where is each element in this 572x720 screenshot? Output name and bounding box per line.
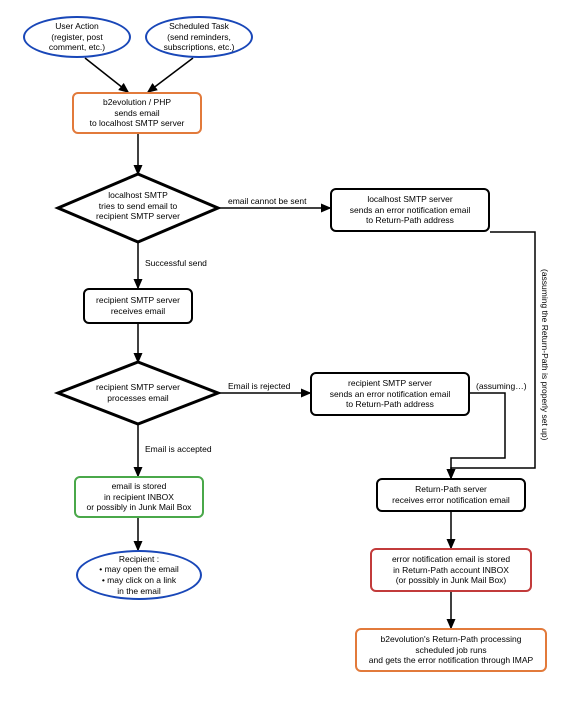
- node-text: localhost SMTP serversends an error noti…: [350, 194, 470, 226]
- node-text: error notification email is storedin Ret…: [392, 554, 510, 586]
- node-text: recipient SMTP serversends an error noti…: [330, 378, 450, 410]
- node-text: recipient SMTP serverprocesses email: [96, 382, 180, 403]
- node-text: recipient SMTP serverreceives email: [96, 295, 180, 316]
- node-text: Return-Path serverreceives error notific…: [392, 484, 510, 505]
- node-recipient-receives: recipient SMTP serverreceives email: [83, 288, 193, 324]
- edge-assuming-short: (assuming…): [476, 381, 527, 391]
- edge-email-rejected: Email is rejected: [228, 381, 290, 391]
- edge-email-accepted: Email is accepted: [145, 444, 212, 454]
- node-scheduled-task: Scheduled Task(send reminders,subscripti…: [145, 16, 253, 58]
- node-recipient-end: Recipient :• may open the email• may cli…: [76, 550, 202, 600]
- edge-successful-send: Successful send: [145, 258, 207, 268]
- node-recipient-processes-text: recipient SMTP serverprocesses email: [88, 382, 188, 403]
- node-inbox-stored: email is storedin recipient INBOXor poss…: [74, 476, 204, 518]
- node-text: b2evolution's Return-Path processingsche…: [369, 634, 533, 666]
- edge-cannot-send: email cannot be sent: [228, 196, 306, 206]
- edge-assuming-long: (assuming the Return-Path is properly se…: [540, 250, 550, 460]
- node-recipient-error: recipient SMTP serversends an error noti…: [310, 372, 470, 416]
- node-text: b2evolution / PHPsends emailto localhost…: [90, 97, 185, 129]
- node-text: localhost SMTPtries to send email toreci…: [96, 190, 180, 221]
- node-localhost-tries-text: localhost SMTPtries to send email toreci…: [88, 190, 188, 222]
- node-returnpath-stored: error notification email is storedin Ret…: [370, 548, 532, 592]
- node-text: email is storedin recipient INBOXor poss…: [87, 481, 192, 513]
- node-user-action: User Action(register, postcomment, etc.): [23, 16, 131, 58]
- node-localhost-error: localhost SMTP serversends an error noti…: [330, 188, 490, 232]
- node-text: Recipient :• may open the email• may cli…: [99, 554, 179, 597]
- node-b2evo-php: b2evolution / PHPsends emailto localhost…: [72, 92, 202, 134]
- node-text: Scheduled Task(send reminders,subscripti…: [164, 21, 235, 53]
- node-text: User Action(register, postcomment, etc.): [49, 21, 105, 53]
- node-returnpath-receives: Return-Path serverreceives error notific…: [376, 478, 526, 512]
- node-b2evo-returnpath: b2evolution's Return-Path processingsche…: [355, 628, 547, 672]
